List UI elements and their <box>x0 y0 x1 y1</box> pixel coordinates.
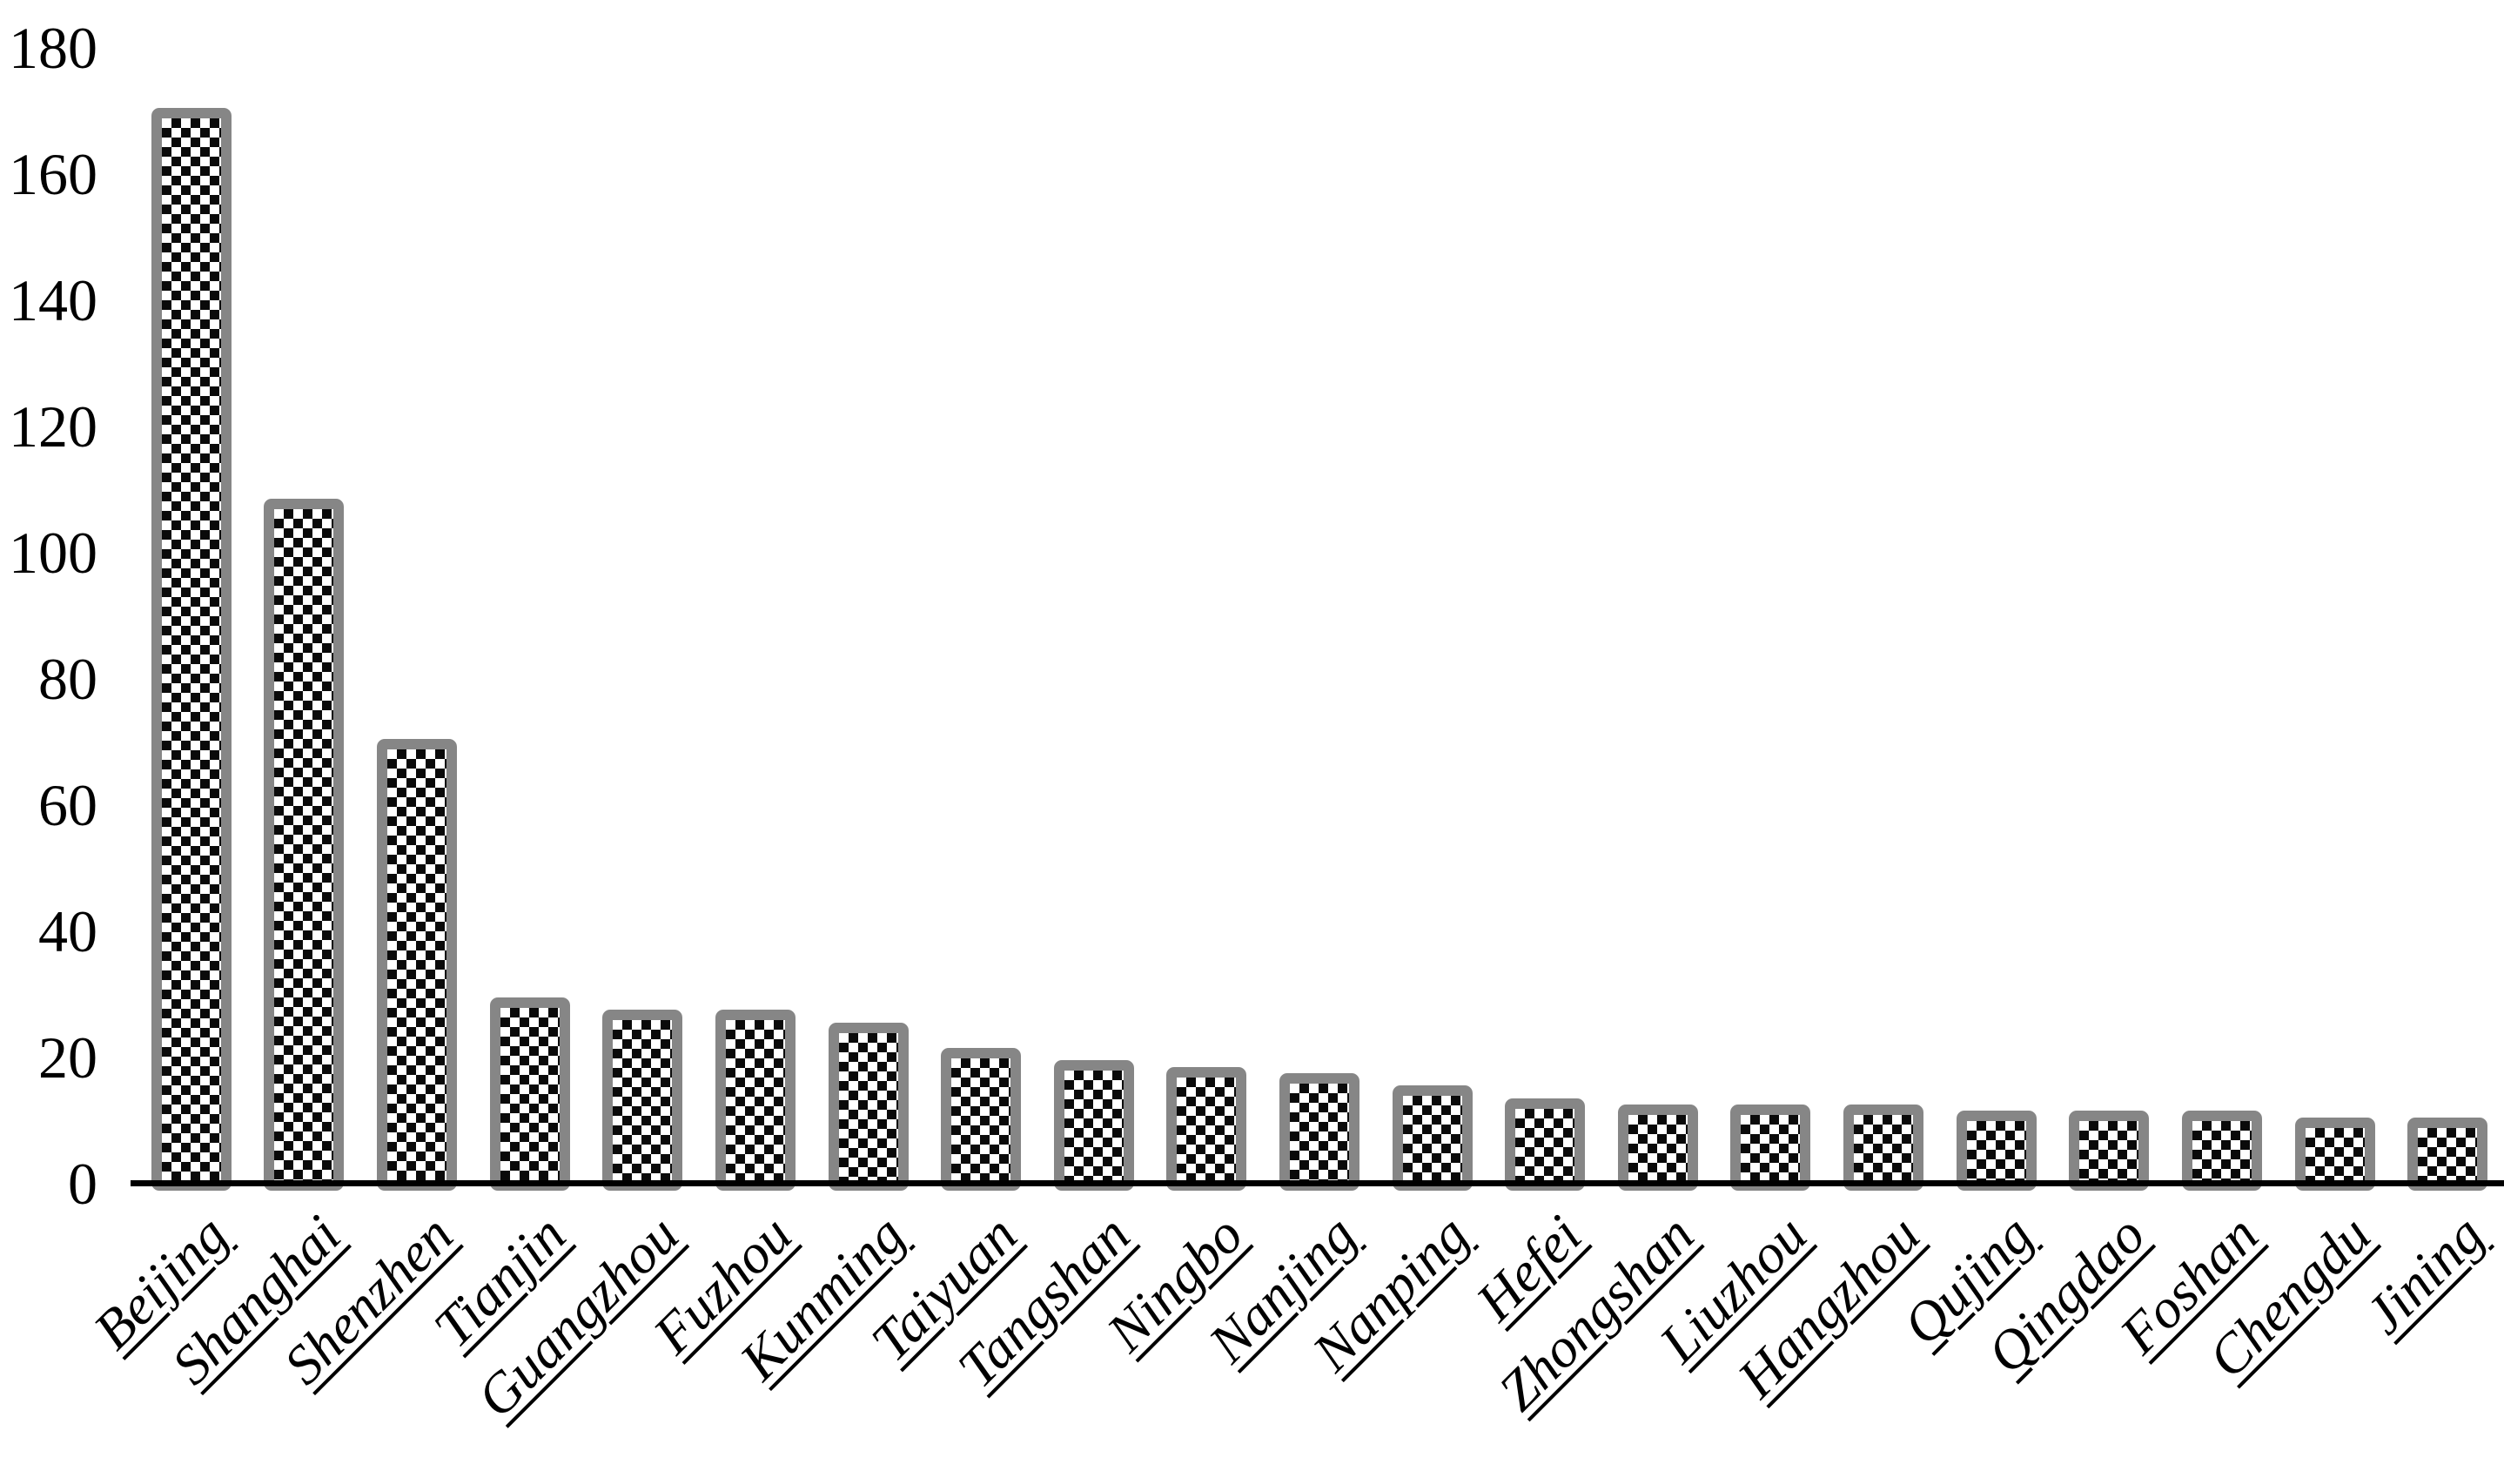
y-axis-tick-label: 0 <box>68 1150 97 1217</box>
bar-hangzhou <box>1843 1105 1924 1191</box>
y-axis-tick-label: 140 <box>9 266 97 333</box>
bar-fuzhou <box>715 1010 796 1191</box>
bar-nanjing <box>1279 1072 1359 1191</box>
y-axis-tick-label: 40 <box>38 897 97 964</box>
y-axis-tick-label: 160 <box>9 140 97 207</box>
bar-taiyuan <box>941 1047 1022 1191</box>
bar-guangzhou <box>602 1010 683 1191</box>
bar-qujing <box>1956 1111 2037 1191</box>
bar-hefei <box>1505 1098 1586 1191</box>
bar-shenzhen <box>377 738 458 1191</box>
y-axis-tick-label: 100 <box>9 519 97 586</box>
bar-nanping <box>1392 1085 1473 1191</box>
y-axis-tick-label: 80 <box>38 645 97 712</box>
x-axis-line <box>131 1180 2504 1186</box>
bar-beijing <box>151 107 232 1191</box>
bar-foshan <box>2181 1111 2262 1191</box>
bar-kunming <box>828 1022 909 1191</box>
bar-liuzhou <box>1730 1105 1811 1191</box>
bar-zhongshan <box>1617 1105 1698 1191</box>
bar-tangshan <box>1053 1060 1134 1191</box>
y-axis-tick-label: 20 <box>38 1024 97 1091</box>
y-axis-tick-label: 180 <box>9 14 97 81</box>
y-axis-tick-label: 60 <box>38 771 97 838</box>
bar-qingdao <box>2069 1111 2150 1191</box>
bar-shanghai <box>264 499 345 1191</box>
bar-tianjin <box>489 997 570 1191</box>
y-axis-tick-label: 120 <box>9 393 97 460</box>
x-axis-tick-label: Jining <box>2353 1203 2496 1346</box>
bar-ningbo <box>1166 1066 1247 1191</box>
